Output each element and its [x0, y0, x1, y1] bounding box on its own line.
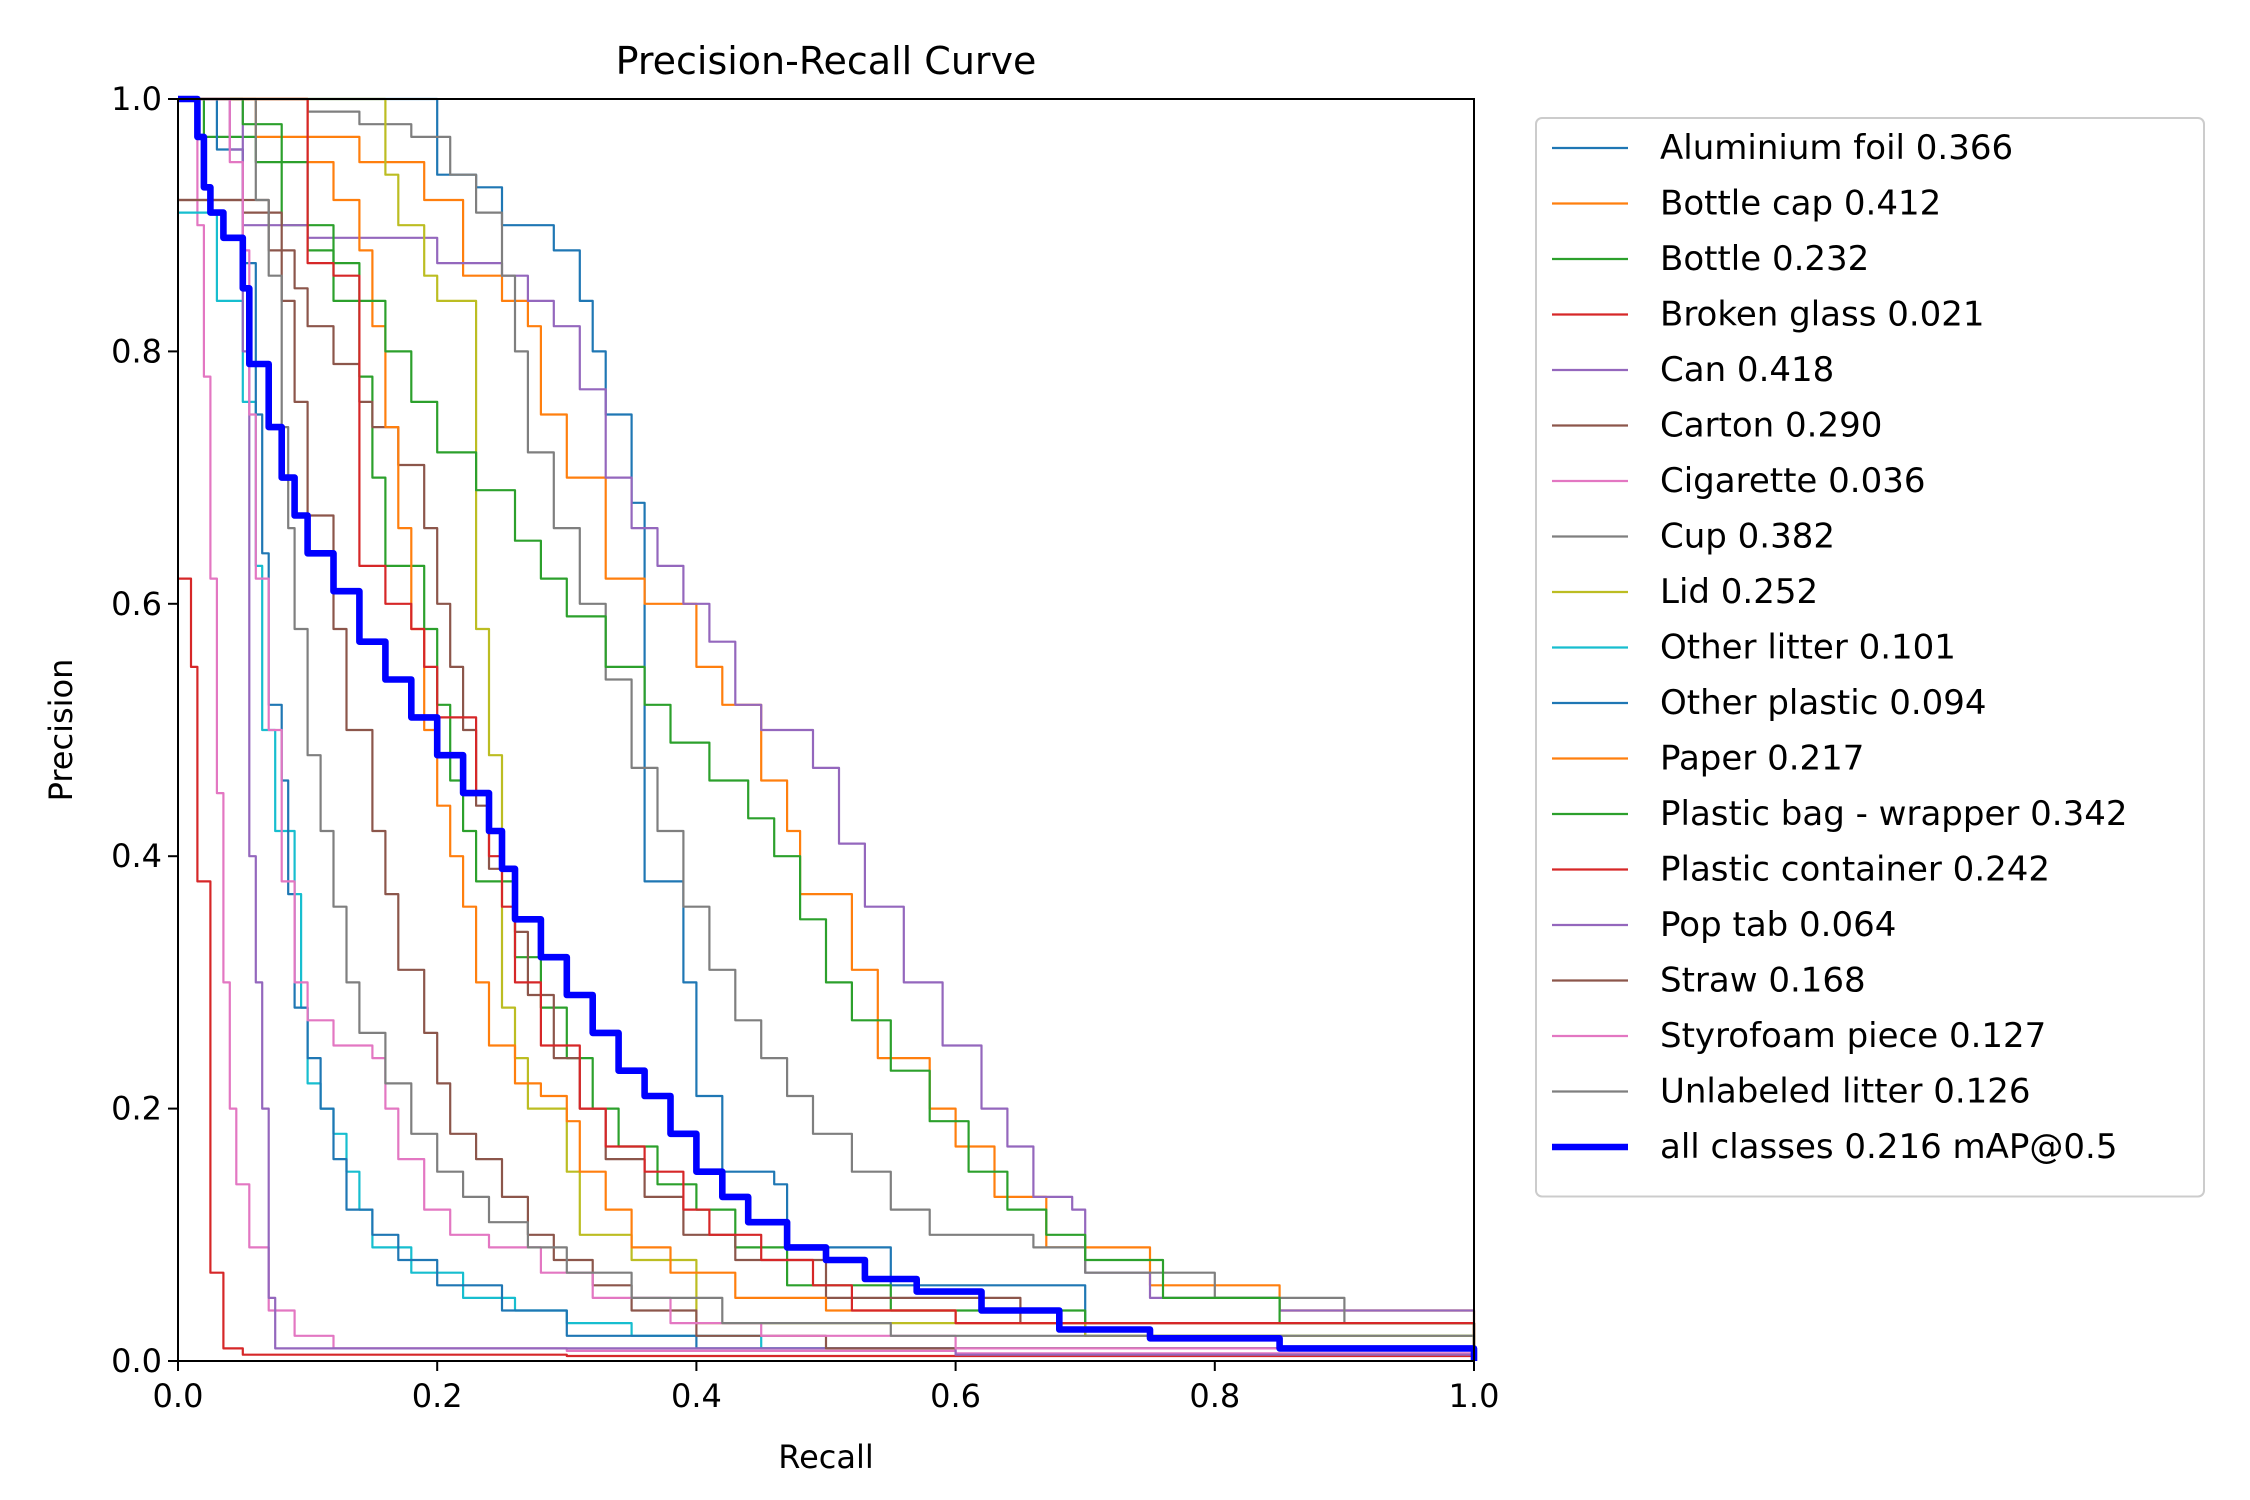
- legend-label: Lid 0.252: [1660, 572, 1818, 612]
- legend-frame: [1535, 117, 2205, 1198]
- x-axis-ticks: 0.0 0.2 0.4 0.6 0.8 1.0: [153, 1361, 1500, 1415]
- legend: Aluminium foil 0.366 Bottle cap 0.412 Bott…: [1535, 117, 2205, 1198]
- series-line-11: [178, 97, 1476, 1361]
- legend-label: Unlabeled litter 0.126: [1660, 1072, 2031, 1112]
- y-tick-label: 0.4: [111, 837, 162, 875]
- legend-label: Bottle 0.232: [1660, 239, 1869, 279]
- y-tick-label: 0.2: [111, 1090, 162, 1128]
- series-line-8: [178, 97, 1476, 1361]
- legend-label: Other litter 0.101: [1660, 628, 1956, 668]
- x-tick-label: 1.0: [1449, 1377, 1500, 1415]
- x-tick-label: 0.6: [930, 1377, 981, 1415]
- y-tick-label: 0.6: [111, 585, 162, 623]
- legend-label: Straw 0.168: [1660, 961, 1866, 1001]
- x-axis-label: Recall: [778, 1438, 873, 1476]
- legend-label: Plastic bag - wrapper 0.342: [1660, 794, 2127, 834]
- x-tick-label: 0.8: [1189, 1377, 1240, 1415]
- legend-label: Other plastic 0.094: [1660, 683, 1987, 723]
- y-axis-ticks: 0.0 0.2 0.4 0.6 0.8 1.0: [111, 80, 178, 1380]
- series-line-7: [178, 97, 1476, 1361]
- legend-label: Broken glass 0.021: [1660, 295, 1985, 335]
- legend-label: Cup 0.382: [1660, 517, 1835, 557]
- x-tick-label: 0.4: [671, 1377, 722, 1415]
- series-line-17: [178, 97, 1476, 1361]
- series-line-4: [178, 97, 1476, 1361]
- y-tick-label: 0.0: [111, 1342, 162, 1380]
- x-tick-label: 0.0: [153, 1377, 204, 1415]
- series-line-18: [178, 95, 1478, 1361]
- legend-label: all classes 0.216 mAP@0.5: [1660, 1127, 2117, 1167]
- series-line-10: [178, 97, 1476, 1361]
- chart-title: Precision-Recall Curve: [616, 39, 1037, 83]
- legend-label: Styrofoam piece 0.127: [1660, 1016, 2046, 1056]
- y-tick-label: 1.0: [111, 80, 162, 118]
- series-line-15: [178, 198, 1476, 1361]
- plot-area: [178, 95, 1478, 1361]
- legend-label: Carton 0.290: [1660, 406, 1882, 446]
- legend-label: Can 0.418: [1660, 350, 1834, 390]
- legend-label: Bottle cap 0.412: [1660, 184, 1941, 224]
- x-tick-label: 0.2: [412, 1377, 463, 1415]
- y-axis-label: Precision: [42, 659, 80, 802]
- series-line-3: [178, 577, 1476, 1361]
- legend-label: Paper 0.217: [1660, 739, 1864, 779]
- plot-frame: [177, 98, 1475, 1362]
- series-line-13: [178, 97, 1476, 1361]
- legend-label: Aluminium foil 0.366: [1660, 128, 2013, 168]
- series-line-1: [178, 97, 1476, 1361]
- legend-label: Plastic container 0.242: [1660, 850, 2050, 890]
- y-tick-label: 0.8: [111, 332, 162, 370]
- legend-label: Cigarette 0.036: [1660, 461, 1925, 501]
- legend-label: Pop tab 0.064: [1660, 905, 1896, 945]
